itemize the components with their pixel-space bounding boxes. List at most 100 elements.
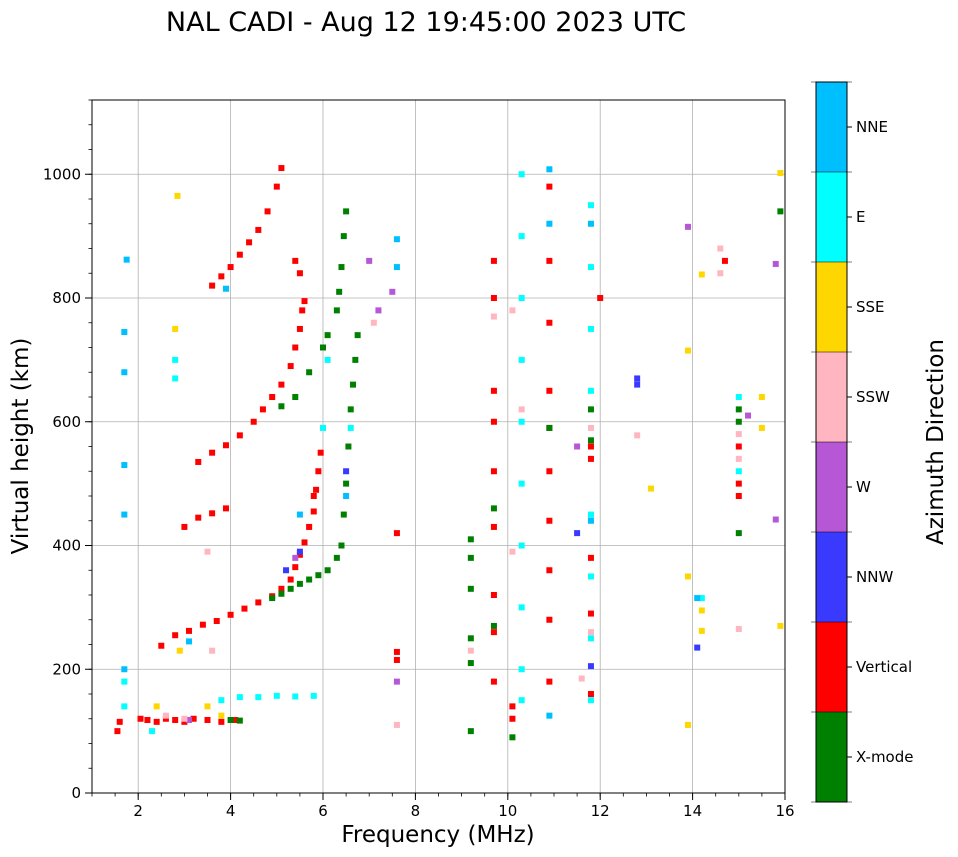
colorbar-segment — [816, 172, 847, 262]
data-point — [467, 536, 474, 543]
data-point — [343, 480, 350, 487]
data-point — [292, 257, 299, 264]
data-point — [735, 626, 742, 633]
data-point — [490, 257, 497, 264]
data-point — [153, 718, 160, 725]
data-point — [336, 288, 343, 295]
data-point — [634, 375, 641, 382]
data-point — [518, 480, 525, 487]
data-point — [490, 678, 497, 685]
data-point — [698, 595, 705, 602]
data-point — [317, 449, 324, 456]
data-point — [509, 703, 516, 710]
data-point — [176, 647, 183, 654]
data-point — [587, 635, 594, 642]
data-point — [296, 580, 303, 587]
data-point — [222, 285, 229, 292]
colorbar-tick-label: SSE — [856, 298, 885, 316]
data-point — [587, 443, 594, 450]
data-point — [269, 595, 276, 602]
data-point — [546, 183, 553, 190]
data-point — [366, 257, 373, 264]
data-point — [310, 493, 317, 499]
data-point — [236, 251, 243, 258]
colorbar-segment — [816, 712, 847, 802]
colorbar-segment — [816, 442, 847, 532]
data-point — [758, 394, 765, 400]
data-point — [370, 319, 377, 326]
series-nnw — [283, 375, 701, 670]
data-point — [518, 542, 525, 549]
data-point — [158, 642, 165, 649]
data-point — [287, 585, 294, 592]
x-axis-label: Frequency (MHz) — [341, 822, 534, 848]
data-point — [296, 325, 303, 332]
data-point — [587, 663, 594, 670]
data-point — [467, 554, 474, 561]
data-point — [273, 692, 280, 699]
data-point — [324, 567, 331, 574]
data-point — [116, 718, 123, 725]
data-point — [292, 394, 299, 400]
series-ssw — [162, 245, 742, 728]
data-point — [587, 697, 594, 704]
data-point — [278, 403, 285, 410]
data-point — [343, 208, 350, 215]
data-point — [648, 485, 655, 492]
plot-frame — [91, 99, 786, 794]
data-point — [255, 599, 262, 606]
data-point — [350, 381, 357, 388]
data-point — [121, 511, 128, 518]
data-point — [222, 442, 229, 449]
data-point — [509, 734, 516, 741]
data-point — [735, 418, 742, 425]
colorbar-tick-label: X-mode — [856, 748, 913, 766]
data-point — [313, 486, 320, 493]
data-point — [347, 424, 354, 431]
y-tick-label: 600 — [52, 413, 81, 431]
x-tick-label: 12 — [591, 802, 610, 820]
colorbar-tick-label: SSW — [856, 388, 890, 406]
data-point — [735, 394, 742, 400]
data-point — [509, 715, 516, 722]
data-point — [587, 437, 594, 444]
data-point — [634, 381, 641, 388]
data-point — [347, 406, 354, 413]
data-point — [172, 356, 179, 363]
data-point — [172, 325, 179, 332]
data-point — [190, 715, 197, 722]
data-point — [546, 616, 553, 623]
data-point — [320, 344, 326, 351]
data-point — [209, 449, 216, 456]
data-point — [296, 551, 303, 558]
data-point — [352, 356, 359, 363]
data-point — [574, 530, 581, 537]
data-point — [490, 387, 497, 394]
data-point — [209, 647, 216, 654]
data-point — [338, 264, 345, 271]
data-point — [694, 644, 701, 651]
data-point — [172, 632, 179, 639]
data-point — [546, 166, 553, 173]
data-point — [698, 607, 705, 614]
data-point — [546, 712, 553, 719]
data-point — [283, 567, 290, 574]
data-point — [269, 394, 276, 400]
data-point — [393, 656, 400, 663]
data-point — [772, 260, 779, 267]
data-point — [324, 356, 331, 363]
colorbar: X-mode Vertical NNW W SSW SSE E NNE — [811, 81, 913, 803]
data-point — [264, 208, 271, 215]
data-point — [546, 220, 553, 227]
data-point — [292, 554, 299, 561]
data-point — [236, 717, 243, 724]
data-point — [735, 493, 742, 499]
x-tick-label: 6 — [318, 802, 328, 820]
data-point — [509, 307, 516, 314]
data-point — [717, 270, 724, 277]
data-point — [694, 595, 701, 602]
data-point — [587, 202, 594, 209]
data-point — [735, 455, 742, 462]
data-point — [218, 712, 225, 719]
data-point — [518, 171, 525, 178]
